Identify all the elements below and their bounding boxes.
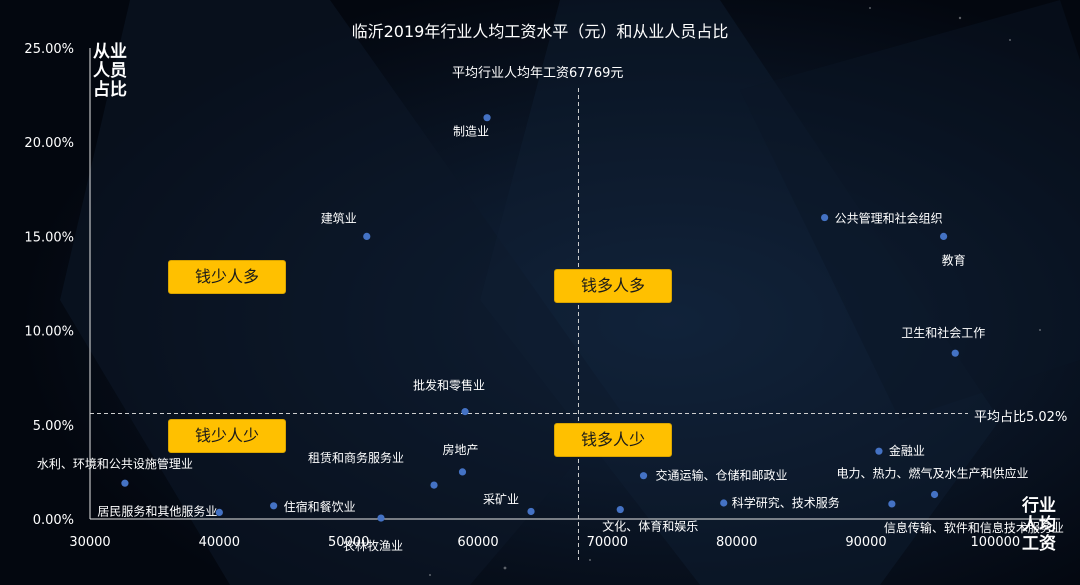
x-axis-title: 行业 人均 工资 [1022, 496, 1056, 554]
data-point [377, 514, 385, 522]
data-label: 文化、体育和娱乐 [602, 519, 698, 534]
data-point [215, 508, 223, 517]
data-label: 卫生和社会工作 [901, 325, 985, 340]
data-point [930, 490, 939, 499]
data-label: 房地产 [442, 442, 478, 457]
y-tick-label: 25.00% [24, 42, 74, 57]
data-point [430, 481, 438, 489]
quadrant-high-pay-many-people: 钱多人多 [554, 269, 672, 303]
average-wage-label: 平均行业人均年工资67769元 [452, 66, 624, 81]
x-tick-labels: 30000 40000 50000 60000 70000 80000 90000 10000… [69, 535, 1020, 550]
data-label: 金融业 [889, 443, 925, 458]
y-axis-title: 从业 人员 占比 [93, 42, 127, 100]
x-tick-label: 70000 [587, 535, 628, 550]
reference-lines-layer [90, 88, 968, 560]
data-label: 住宿和餐饮业 [284, 499, 356, 514]
y-tick-label: 0.00% [33, 513, 74, 528]
quadrant-low-pay-many-people: 钱少人多 [168, 260, 286, 294]
data-label: 制造业 [453, 125, 489, 139]
quadrant-high-pay-few-people: 钱多人少 [554, 423, 672, 457]
quadrant-low-pay-few-people: 钱少人少 [168, 419, 286, 453]
data-point [940, 232, 948, 240]
data-label: 交通运输、仓储和邮政业 [656, 468, 788, 483]
data-label: 居民服务和其他服务业 [97, 503, 217, 518]
data-point [821, 213, 829, 222]
data-label: 水利、环境和公共设施管理业 [37, 456, 193, 471]
data-label: 教育 [942, 252, 966, 267]
data-point [951, 349, 959, 357]
data-point [121, 479, 129, 487]
data-label: 农林牧渔业 [343, 539, 403, 553]
data-label: 信息传输、软件和信息技术服务业 [884, 520, 1064, 535]
data-point [483, 114, 491, 122]
x-tick-label: 40000 [199, 535, 240, 550]
data-label: 电力、热力、燃气及水生产和供应业 [837, 466, 1029, 481]
data-label: 科学研究、技术服务 [732, 495, 840, 510]
x-tick-label: 30000 [69, 535, 110, 550]
axes-layer [89, 48, 1060, 520]
data-point [875, 447, 883, 455]
data-label: 批发和零售业 [413, 378, 485, 393]
data-point [616, 505, 624, 514]
y-tick-labels: 0.00% 5.00% 10.00% 15.00% 20.00% 25.00% [24, 42, 74, 528]
data-point [363, 232, 371, 240]
data-point [888, 500, 896, 508]
data-point [270, 502, 278, 510]
data-point [461, 408, 469, 416]
data-label: 采矿业 [483, 492, 519, 506]
x-tick-label: 50000 [328, 535, 369, 550]
y-tick-label: 5.00% [33, 419, 74, 434]
data-label: 公共管理和社会组织 [835, 211, 943, 226]
data-label: 建筑业 [321, 210, 357, 225]
x-tick-label: 90000 [845, 535, 886, 550]
average-share-label: 平均占比5.02% [974, 410, 1068, 425]
x-tick-label: 100000 [971, 535, 1021, 550]
data-point [527, 507, 535, 516]
data-label: 租赁和商务服务业 [308, 450, 404, 465]
chart-title: 临沂2019年行业人均工资水平（元）和从业人员占比 [351, 22, 729, 41]
y-tick-label: 10.00% [24, 325, 74, 340]
x-tick-label: 80000 [716, 535, 757, 550]
y-tick-label: 15.00% [24, 230, 74, 245]
data-point [639, 472, 648, 480]
x-tick-label: 60000 [457, 535, 498, 550]
data-point [458, 468, 467, 476]
y-tick-label: 20.00% [24, 136, 74, 151]
data-point [720, 499, 728, 507]
data-points [121, 114, 959, 522]
